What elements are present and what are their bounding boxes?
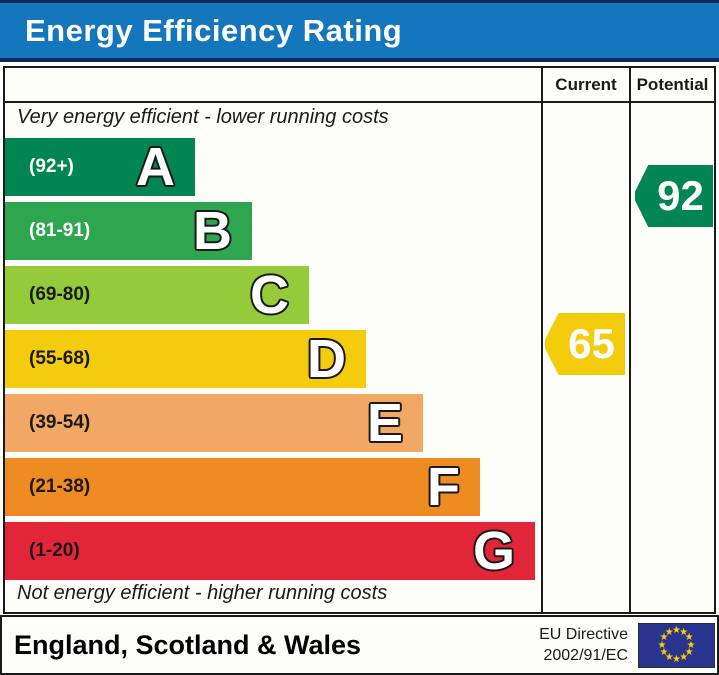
band-bar-b: (81-91) B [5, 202, 252, 260]
band-bar-f: (21-38) F [5, 458, 480, 516]
eu-directive-line2: 2002/91/EC [543, 647, 628, 664]
band-row-c: (69-80) C [5, 266, 539, 324]
band-row-d: (55-68) D [5, 330, 539, 388]
band-range-label: (69-80) [29, 284, 91, 305]
band-letter: B [193, 201, 232, 261]
band-bar-g: (1-20) G [5, 522, 535, 580]
page-title: Energy Efficiency Rating [25, 12, 403, 48]
potential-rating-value: 92 [657, 172, 704, 219]
current-rating-marker: 65 [545, 313, 625, 375]
rating-bands: (92+) A (81-91) B (69-80) C (55-68) [5, 138, 539, 586]
band-letter: C [250, 265, 289, 325]
eu-directive-label: EU Directive 2002/91/EC [530, 624, 628, 666]
band-range-label: (81-91) [29, 220, 91, 241]
band-letter: F [427, 457, 460, 517]
rating-table: Current Potential Very energy efficient … [3, 66, 716, 614]
band-row-g: (1-20) G [5, 522, 539, 580]
footer-bar: England, Scotland & Wales EU Directive 2… [0, 615, 719, 675]
band-letter: E [366, 393, 403, 453]
band-bar-c: (69-80) C [5, 266, 309, 324]
eu-flag-icon: ★ ★ ★ ★ ★ ★ ★ ★ ★ ★ ★ ★ [638, 623, 715, 668]
column-header-potential: Potential [636, 75, 709, 94]
band-range-label: (21-38) [29, 476, 91, 497]
band-range-label: (92+) [29, 156, 74, 177]
region-label: England, Scotland & Wales [14, 629, 362, 660]
band-bar-a: (92+) A [5, 138, 195, 196]
bottom-note: Not energy efficient - higher running co… [17, 582, 388, 604]
band-bar-e: (39-54) E [5, 394, 423, 452]
band-row-f: (21-38) F [5, 458, 539, 516]
band-range-label: (55-68) [29, 348, 91, 369]
potential-rating-marker: 92 [635, 165, 713, 227]
column-header-current: Current [555, 75, 617, 94]
band-range-label: (39-54) [29, 412, 91, 433]
band-bar-d: (55-68) D [5, 330, 366, 388]
band-row-b: (81-91) B [5, 202, 539, 260]
current-rating-value: 65 [568, 320, 615, 367]
eu-directive-line1: EU Directive [539, 626, 628, 643]
current-column-divider [541, 68, 543, 612]
band-row-a: (92+) A [5, 138, 539, 196]
potential-column-divider [629, 68, 631, 612]
title-banner: Energy Efficiency Rating [0, 0, 719, 62]
top-note: Very energy efficient - lower running co… [17, 106, 389, 128]
band-letter: G [472, 521, 515, 581]
band-letter: D [307, 329, 346, 389]
header-divider [5, 101, 714, 103]
band-letter: A [136, 137, 175, 197]
band-row-e: (39-54) E [5, 394, 539, 452]
band-range-label: (1-20) [29, 540, 80, 561]
